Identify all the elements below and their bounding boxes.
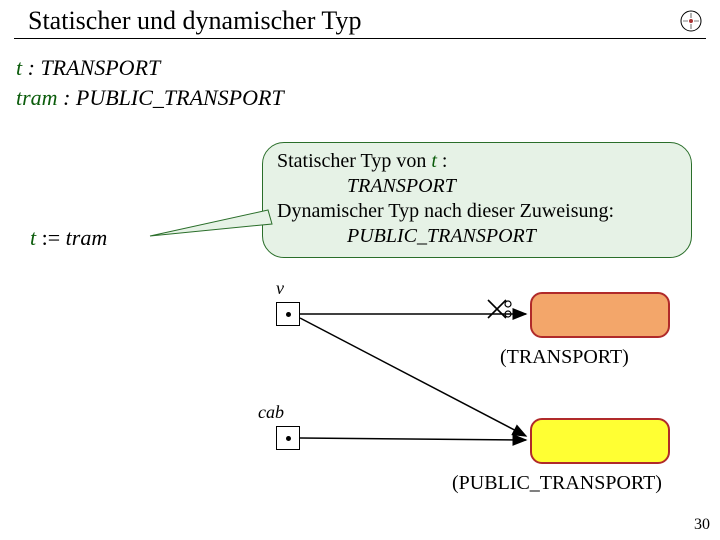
decl-line-1: t : TRANSPORT [16, 53, 720, 83]
callout-line4: PUBLIC_TRANSPORT [347, 224, 677, 249]
type-label-transport: (TRANSPORT) [500, 346, 629, 369]
ref-box-v [276, 302, 300, 326]
callout-line1: Statischer Typ von t : [277, 149, 677, 174]
type-label-public-transport: (PUBLIC_TRANSPORT) [452, 472, 662, 495]
ref-box-cab [276, 426, 300, 450]
cut-icon [486, 298, 512, 324]
title-bar: Statischer und dynamischer Typ [14, 0, 706, 39]
decl2-rest: : PUBLIC_TRANSPORT [58, 85, 284, 110]
page-title: Statischer und dynamischer Typ [28, 6, 361, 35]
object-transport [530, 292, 670, 338]
callout-line3: Dynamischer Typ nach dieser Zuweisung: [277, 199, 677, 224]
declarations: t : TRANSPORT tram : PUBLIC_TRANSPORT [16, 53, 720, 112]
page-number: 30 [694, 516, 710, 534]
assign-rhs: tram [66, 225, 108, 250]
decl2-var: tram [16, 85, 58, 110]
assign-op: := [36, 225, 66, 250]
logo-icon [680, 10, 702, 32]
ref-dot-v [286, 312, 291, 317]
decl-line-2: tram : PUBLIC_TRANSPORT [16, 83, 720, 113]
callout-box: Statischer Typ von t : TRANSPORT Dynamis… [262, 142, 692, 258]
ref-dot-cab [286, 436, 291, 441]
decl1-rest: : TRANSPORT [22, 55, 160, 80]
assignment-statement: t := tram [30, 225, 107, 251]
object-public-transport [530, 418, 670, 464]
callout-line2: TRANSPORT [347, 174, 677, 199]
var-label-v: v [276, 278, 284, 299]
var-label-cab: cab [258, 402, 284, 423]
